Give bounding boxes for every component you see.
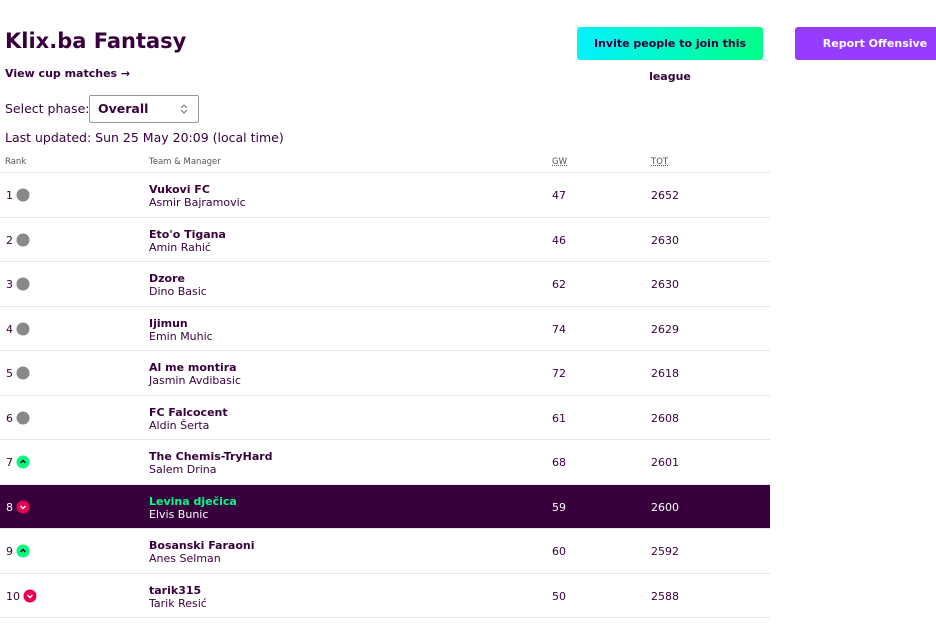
- movement-icon: [16, 411, 30, 424]
- total-points: 2601: [651, 456, 679, 469]
- rank: 7: [6, 456, 13, 469]
- league-row[interactable]: 1 Vukovi FC Asmir Bajramovic 47 2652: [0, 173, 770, 218]
- total-points: 2608: [651, 411, 679, 425]
- total-points: 2618: [651, 367, 679, 380]
- phase-label: Select phase:: [5, 101, 90, 116]
- gw-points: 50: [552, 589, 566, 603]
- movement-icon: [23, 589, 37, 602]
- rank: 6: [6, 411, 13, 425]
- invite-button[interactable]: Invite people to join this league: [577, 27, 763, 83]
- team-name: Eto'o Tigana: [149, 227, 226, 241]
- league-row[interactable]: 5 Al me montira Jasmin Avdibasic 72 2618: [0, 351, 770, 396]
- rank: 5: [6, 367, 13, 380]
- gw-points: 74: [552, 322, 566, 336]
- gw-points: 59: [552, 500, 566, 514]
- total-points: 2600: [651, 500, 679, 514]
- movement-icon: [16, 322, 30, 335]
- gw-points: 62: [552, 278, 566, 291]
- league-row[interactable]: 8 Levina dječica Elvis Bunic 59 2600: [0, 484, 770, 529]
- rank: 10: [6, 589, 20, 603]
- rank: 9: [6, 545, 13, 558]
- rank: 2: [6, 233, 13, 247]
- total-points: 2592: [651, 545, 679, 558]
- total-points: 2630: [651, 278, 679, 291]
- movement-icon: [16, 544, 30, 558]
- gw-points: 72: [552, 367, 566, 380]
- manager-name: Aldin Šerta: [149, 418, 210, 432]
- team-name: Al me montira: [149, 361, 237, 374]
- league-row[interactable]: 4 Ijimun Emin Muhic 74 2629: [0, 307, 770, 351]
- rank: 8: [6, 500, 13, 514]
- movement-icon: [16, 233, 30, 246]
- column-header: GW: [552, 157, 567, 167]
- team-name: Ijimun: [149, 316, 188, 330]
- total-points: 2630: [651, 233, 679, 247]
- league-row[interactable]: 10 tarik315 Tarik Resić 50 2588: [0, 574, 770, 618]
- total-points: 2652: [651, 189, 679, 202]
- gw-points: 61: [552, 411, 566, 425]
- rank: 1: [6, 189, 13, 202]
- manager-name: Asmir Bajramovic: [149, 196, 246, 209]
- total-points: 2588: [651, 589, 679, 603]
- manager-name: Emin Muhic: [149, 329, 213, 343]
- rank: 4: [6, 322, 13, 336]
- manager-name: Dino Basic: [149, 285, 207, 298]
- rank: 3: [6, 278, 13, 291]
- league-row[interactable]: 3 Dzore Dino Basic 62 2630: [0, 262, 770, 307]
- movement-icon: [16, 277, 30, 291]
- team-name: Bosanski Faraoni: [149, 539, 255, 552]
- column-header: Rank: [5, 157, 27, 167]
- movement-icon: [16, 455, 30, 469]
- last-updated: Last updated: Sun 25 May 20:09 (local ti…: [5, 130, 284, 145]
- manager-name: Amin Rahić: [149, 240, 211, 254]
- gw-points: 46: [552, 233, 566, 247]
- gw-points: 60: [552, 545, 566, 558]
- movement-icon: [16, 188, 30, 202]
- team-name: Levina dječica: [149, 494, 237, 508]
- gw-points: 68: [552, 456, 566, 469]
- phase-select[interactable]: Overall: [89, 95, 199, 123]
- select-arrows: [180, 104, 188, 114]
- manager-name: Jasmin Avdibasic: [149, 374, 241, 387]
- team-name: tarik315: [149, 583, 202, 597]
- league-row[interactable]: 7 The Chemis-TryHard Salem Drina 68 2601: [0, 440, 770, 485]
- movement-icon: [16, 500, 30, 513]
- manager-name: Anes Selman: [149, 552, 221, 565]
- report-button[interactable]: Report Offensive: [795, 27, 936, 60]
- table-body: 1 Vukovi FC Asmir Bajramovic 47 2652 2 Eto'o T…: [0, 172, 770, 618]
- total-points: 2629: [651, 322, 679, 336]
- cup-link[interactable]: View cup matches →: [5, 67, 131, 80]
- team-name: FC Falcocent: [149, 405, 228, 419]
- league-title: Klix.ba Fantasy: [5, 29, 187, 53]
- phase-value: Overall: [98, 101, 149, 116]
- team-name: Vukovi FC: [149, 183, 210, 196]
- movement-icon: [16, 366, 30, 380]
- column-header: TOT: [651, 157, 669, 167]
- column-header: Team & Manager: [149, 157, 221, 167]
- manager-name: Salem Drina: [149, 463, 217, 476]
- league-row[interactable]: 2 Eto'o Tigana Amin Rahić 46 2630: [0, 218, 770, 262]
- league-row[interactable]: 6 FC Falcocent Aldin Šerta 61 2608: [0, 396, 770, 440]
- manager-name: Elvis Bunic: [149, 507, 209, 521]
- league-row[interactable]: 9 Bosanski Faraoni Anes Selman 60 2592: [0, 529, 770, 574]
- manager-name: Tarik Resić: [149, 596, 207, 610]
- gw-points: 47: [552, 189, 566, 202]
- team-name: The Chemis-TryHard: [149, 450, 273, 463]
- team-name: Dzore: [149, 272, 185, 285]
